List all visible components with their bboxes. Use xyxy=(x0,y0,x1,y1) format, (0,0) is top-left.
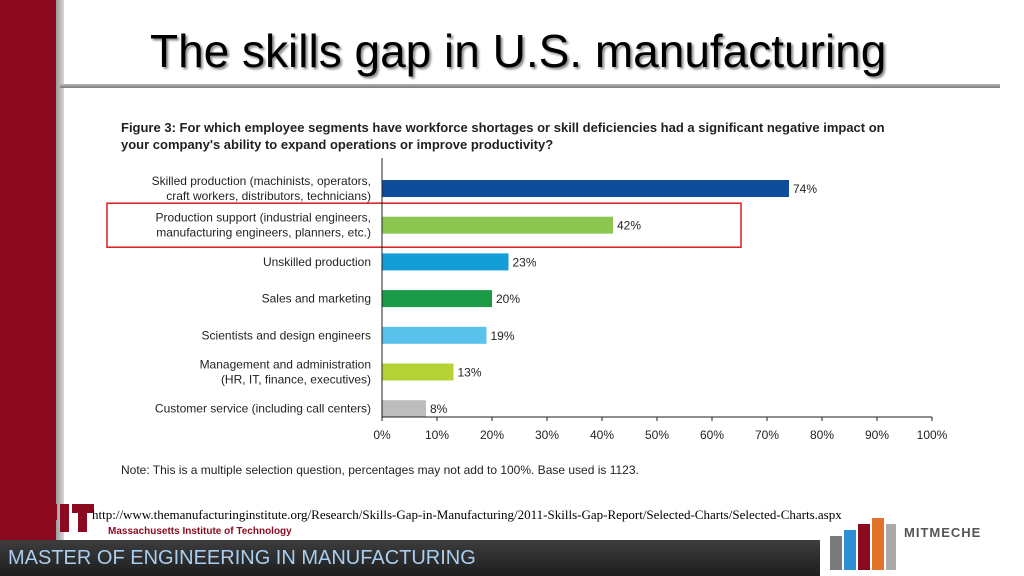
slide-title: The skills gap in U.S. manufacturing xyxy=(150,25,887,77)
bar xyxy=(382,326,487,344)
chart-note: Note: This is a multiple selection quest… xyxy=(121,463,639,477)
x-tick-label: 40% xyxy=(590,428,614,442)
category-label: Unskilled production xyxy=(263,255,371,269)
data-label: 23% xyxy=(513,255,537,269)
data-label: 13% xyxy=(458,366,482,380)
chart-title-line: Figure 3: For which employee segments ha… xyxy=(121,120,885,135)
footer-band xyxy=(0,540,820,576)
data-label: 20% xyxy=(496,292,520,306)
mitmeche-logo: MITMECHE xyxy=(830,518,981,570)
x-tick-label: 0% xyxy=(373,428,391,442)
category-label: (HR, IT, finance, executives) xyxy=(221,373,371,387)
data-label: 42% xyxy=(617,219,641,233)
source-url[interactable]: http://www.themanufacturinginstitute.org… xyxy=(92,507,842,522)
bar xyxy=(382,253,509,271)
bar xyxy=(382,216,613,234)
x-tick-label: 20% xyxy=(480,428,504,442)
data-label: 8% xyxy=(430,402,448,416)
left-accent-shadow xyxy=(56,0,64,540)
footer-program-name: MASTER OF ENGINEERING IN MANUFACTURING xyxy=(8,547,476,569)
left-accent-bar xyxy=(0,0,56,540)
category-label: Skilled production (machinists, operator… xyxy=(152,174,371,188)
bar xyxy=(382,363,454,381)
highlight-box xyxy=(106,202,742,248)
x-tick-label: 90% xyxy=(865,428,889,442)
mitmeche-label: MITMECHE xyxy=(904,525,981,540)
category-label: Scientists and design engineers xyxy=(202,328,371,342)
bar-chart: Figure 3: For which employee segments ha… xyxy=(106,120,948,477)
category-label: Sales and marketing xyxy=(262,292,371,306)
category-label: Customer service (including call centers… xyxy=(155,402,371,416)
chart-container: Figure 3: For which employee segments ha… xyxy=(100,110,980,490)
bar xyxy=(382,180,789,197)
x-tick-label: 50% xyxy=(645,428,669,442)
mit-institution-name: Massachusetts Institute of Technology xyxy=(108,526,292,537)
x-tick-label: 10% xyxy=(425,428,449,442)
x-tick-label: 70% xyxy=(755,428,779,442)
x-tick-label: 100% xyxy=(917,428,948,442)
bar xyxy=(382,400,426,418)
mit-logo xyxy=(12,504,94,532)
data-label: 74% xyxy=(793,182,817,196)
bar xyxy=(382,290,492,308)
x-tick-label: 30% xyxy=(535,428,559,442)
category-label: manufacturing engineers, planners, etc.) xyxy=(156,226,371,240)
data-label: 19% xyxy=(491,329,515,343)
category-label: Production support (industrial engineers… xyxy=(156,211,371,225)
x-tick-label: 80% xyxy=(810,428,834,442)
chart-title-line: your company's ability to expand operati… xyxy=(121,137,553,152)
x-tick-label: 60% xyxy=(700,428,724,442)
title-divider xyxy=(60,84,1000,88)
category-label: craft workers, distributors, technicians… xyxy=(166,189,371,203)
category-label: Management and administration xyxy=(200,358,371,372)
